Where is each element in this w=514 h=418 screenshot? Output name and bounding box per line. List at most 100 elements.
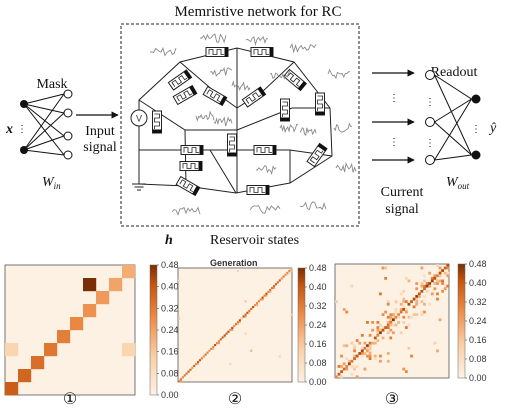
colorbar-tick-label: 0.48 [469,259,487,269]
heatmap-panel-2: 0.48 0.40 0.32 0.24 0.16 0.08 0.00 ② [177,263,327,408]
diagram-title: Memristive network for RC [174,4,341,20]
voltage-source-label: V [136,114,142,124]
colorbar-tick-label: 0.16 [161,347,179,357]
readout-label: Readout [431,65,478,80]
readout-node-3 [425,155,435,165]
mask-label: Mask [36,77,67,92]
memristor [175,175,201,197]
memristor [172,84,198,106]
wire [209,149,237,194]
readout-node-2 [425,117,435,127]
colorbar-tick-label: 0.40 [161,282,179,292]
heatmap-panel-1: 0.48 0.40 0.32 0.24 0.16 0.08 0.00 ① [4,260,179,408]
colorbar-tick-label: 0.32 [309,301,327,311]
generation-overlay-label: Generation [210,258,258,268]
output-node-top [471,94,481,104]
signal-trace [249,205,281,214]
ground-symbol [132,126,146,191]
signal-trace [327,68,351,80]
readout-ellipsis-1: ⋮ [425,97,435,108]
input-node-top [20,100,28,108]
signal-trace [171,206,201,216]
signal-trace [335,162,357,173]
colorbar-tick-label: 0.24 [469,316,487,326]
mask-node-3 [63,131,73,141]
heatmap-panel-3: 0.48 0.40 0.32 0.24 0.16 0.08 0.00 ③ [334,259,487,408]
panel-label-2: ② [228,391,242,408]
mask-network: Mask ⋮ x Win [5,77,73,191]
signal-trace [200,33,227,44]
signal-trace [231,80,251,91]
panel-label-1: ① [63,391,77,408]
colorbar-tick-label: 0.00 [309,377,327,387]
memristor [250,47,274,57]
memristor [227,133,237,157]
signal-trace [149,46,177,57]
heatmap-cells [335,264,450,379]
signal-trace [209,67,233,77]
output-symbol: ŷ [488,121,497,136]
memristor-circuit: V [130,33,357,216]
signal-trace [245,36,268,47]
colorbar-tick-label: 0.40 [469,278,487,288]
memristor [306,142,328,168]
colorbar-tick-label: 0.32 [161,303,179,313]
colorbar-tick-label: 0.24 [161,325,179,335]
current-signal-label-1: Current [381,185,424,200]
colorbar-tick-label: 0.00 [469,373,487,383]
reservoir-states-label: Reservoir states [210,233,299,248]
memristor [180,145,204,155]
colorbar-tick-label: 0.16 [469,335,487,345]
colorbar-tick-label: 0.24 [309,320,327,330]
vertical-ellipsis: ⋮ [17,124,27,135]
heatmap-cells [5,265,136,396]
signal-trace [299,201,327,211]
memristor [246,185,270,195]
colorbar: 0.48 0.40 0.32 0.24 0.16 0.08 0.00 [297,263,327,387]
mask-node-2 [63,108,73,118]
signal-trace [279,123,299,134]
wire [184,129,187,187]
memristor [205,47,229,57]
output-ellipsis-2: ⋮ [389,137,399,148]
memristor [315,92,325,116]
signal-trace [255,165,277,176]
memristor [179,161,203,171]
signal-trace [195,110,215,122]
readout-node-1 [425,70,435,80]
output-ellipsis: ⋮ [471,124,481,135]
memristor [282,68,308,92]
signal-trace [333,122,353,133]
output-node-bottom [471,150,481,160]
mask-node-4 [63,150,73,160]
wire [138,47,333,194]
memristor [241,86,267,108]
colorbar: 0.48 0.40 0.32 0.24 0.16 0.08 0.00 [457,259,487,383]
colorbar-tick-label: 0.08 [161,368,179,378]
wout-label: Wout [446,175,470,191]
input-node-bottom [20,146,28,154]
current-signal-label-2: signal [385,202,419,217]
input-symbol: x [5,122,13,137]
memristor [253,145,277,155]
colorbar-tick-label: 0.40 [309,282,327,292]
output-arrows: ⋮ ⋮ [372,69,415,164]
colorbar-tick-label: 0.08 [309,358,327,368]
readout-ellipsis-2: ⋮ [425,138,435,149]
colorbar-tick-label: 0.16 [309,339,327,349]
output-ellipsis-1: ⋮ [389,93,399,104]
colorbar-tick-label: 0.48 [161,260,179,270]
memristor [152,110,162,134]
mask-node-1 [63,89,73,99]
memristor [202,85,228,107]
colorbar-tick-label: 0.00 [161,390,179,400]
readout-network: Readout ⋮ ⋮ ⋮ ŷ Wout [425,65,497,191]
signal-trace [299,127,317,137]
colorbar-tick-label: 0.48 [309,263,327,273]
h-symbol: h [165,233,173,248]
memristor [280,98,290,122]
signal-trace [289,42,317,54]
input-signal-label-2: signal [83,140,117,155]
colorbar: 0.48 0.40 0.32 0.24 0.16 0.08 0.00 [149,260,179,400]
